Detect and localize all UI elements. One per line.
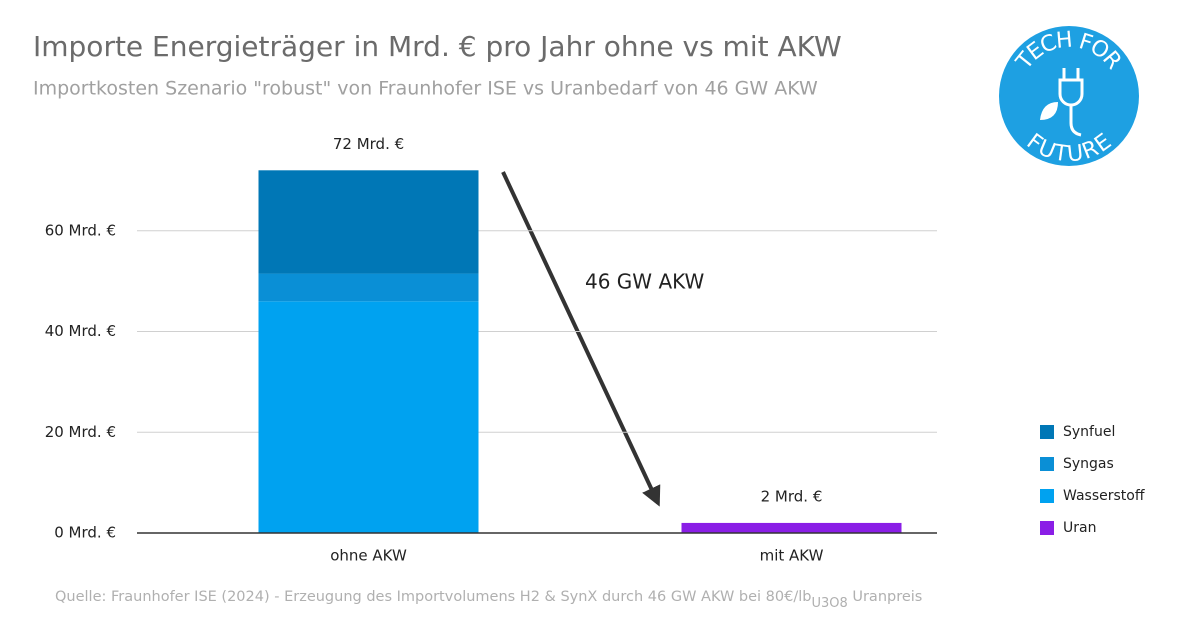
total-label: 2 Mrd. € [761, 487, 823, 505]
total-label: 72 Mrd. € [333, 135, 404, 153]
legend-swatch [1040, 457, 1054, 471]
logo: TECH FOR FUTURE [999, 26, 1139, 167]
logo-leaf [1040, 102, 1058, 120]
bar-segment [258, 170, 479, 274]
y-tick-label: 40 Mrd. € [45, 322, 116, 340]
chart-title: Importe Energieträger in Mrd. € pro Jahr… [33, 30, 842, 63]
x-tick-label: ohne AKW [330, 547, 407, 565]
source-sub: U3O8 [811, 596, 847, 611]
annotation-arrow [501, 171, 661, 507]
y-tick-label: 20 Mrd. € [45, 423, 116, 441]
chart-subtitle: Importkosten Szenario "robust" von Fraun… [33, 78, 818, 100]
legend-label: Syngas [1063, 456, 1114, 472]
source: Quelle: Fraunhofer ISE (2024) - Erzeugun… [55, 589, 811, 605]
source-end: Uranpreis [848, 589, 923, 605]
logo-plug [1058, 68, 1084, 137]
bar-segment [258, 301, 479, 533]
x-tick-label: mit AKW [760, 547, 824, 565]
legend-label: Uran [1063, 520, 1096, 536]
legend-swatch [1040, 521, 1054, 535]
y-tick-label: 60 Mrd. € [45, 221, 116, 239]
source-note: Quelle: Fraunhofer ISE (2024) - Erzeugun… [55, 589, 922, 611]
y-tick-label: 0 Mrd. € [54, 524, 116, 542]
legend-swatch [1040, 425, 1054, 439]
legend-swatch [1040, 489, 1054, 503]
legend-label: Wasserstoff [1063, 488, 1145, 504]
legend-label: Synfuel [1063, 424, 1115, 440]
bar-segment [681, 522, 902, 533]
logo-circle [999, 26, 1139, 166]
bar-segment [258, 273, 479, 302]
annotation: 46 GW AKW [585, 270, 705, 294]
